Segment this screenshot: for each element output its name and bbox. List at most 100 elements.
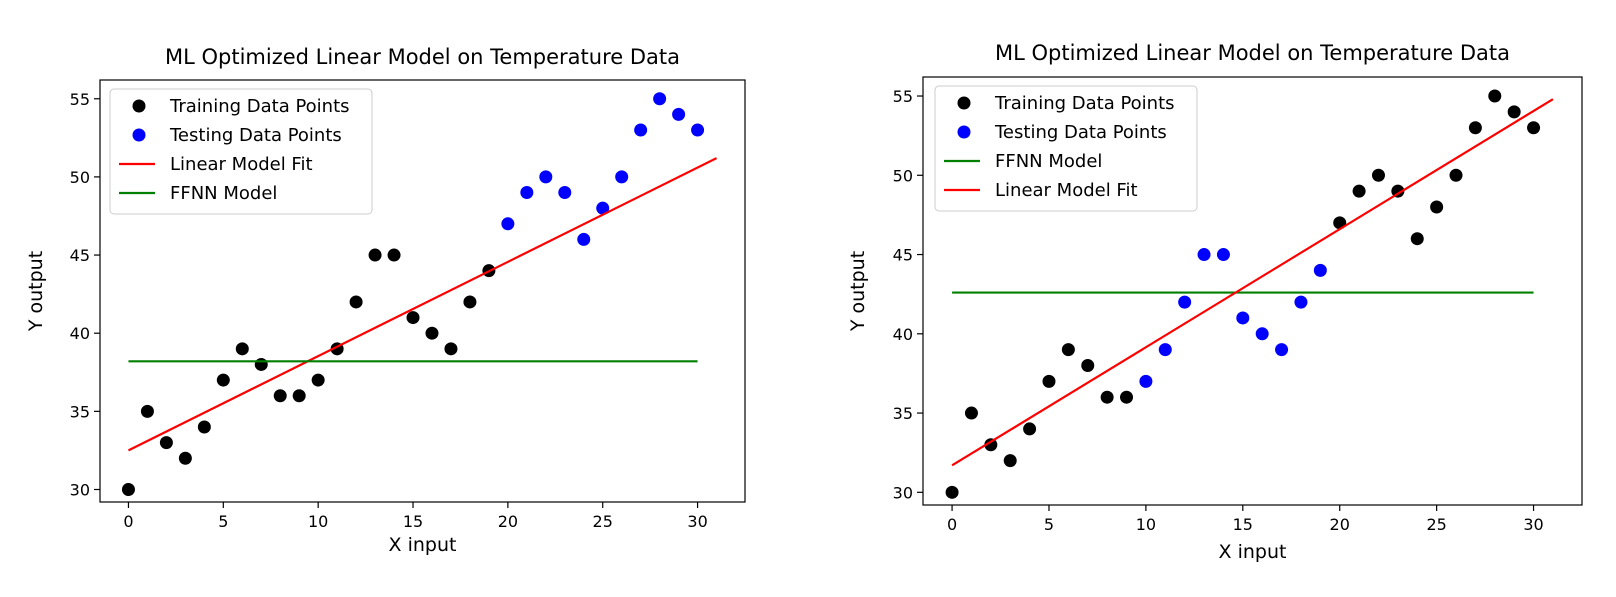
data-point-s0-15 (406, 311, 420, 325)
legend-label: FFNN Model (995, 151, 1102, 172)
data-point-s1-1 (1158, 343, 1172, 357)
data-point-s0-1 (140, 404, 154, 418)
y-tick-label: 40 (893, 325, 913, 344)
y-tick-label: 45 (893, 246, 913, 265)
data-point-s1-7 (1275, 343, 1289, 357)
data-point-s0-17 (444, 342, 458, 356)
legend-marker (132, 99, 146, 113)
legend-box (109, 88, 373, 215)
data-point-s0-12 (1371, 168, 1385, 182)
chart-title: ML Optimized Linear Model on Temperature… (995, 41, 1510, 65)
data-point-s0-8 (1100, 390, 1114, 404)
series-line-2 (127, 157, 718, 452)
x-tick-label: 10 (1136, 515, 1156, 534)
y-axis-label: Y output (847, 251, 869, 332)
data-point-s0-7 (254, 357, 268, 371)
data-point-s0-13 (368, 248, 382, 262)
legend-label: Testing Data Points (994, 122, 1167, 143)
y-tick-label: 45 (70, 246, 90, 265)
data-point-s0-18 (1488, 89, 1502, 103)
x-tick-label: 15 (403, 512, 423, 531)
y-axis-label: Y output (25, 251, 47, 332)
chart-right: 0 5 10 15 20 25 30 30 35 40 45 50 55 ML Optimized Lin… (847, 41, 1583, 563)
data-point-s0-4 (1023, 422, 1037, 436)
data-point-s1-6 (1255, 327, 1269, 341)
data-point-s0-14 (387, 248, 401, 262)
data-point-s0-14 (1410, 232, 1424, 246)
y-tick-label: 40 (70, 324, 90, 343)
data-point-s1-3 (558, 186, 572, 200)
data-point-s0-16 (1449, 168, 1463, 182)
data-point-s0-19 (1507, 105, 1521, 119)
data-point-s1-2 (1178, 295, 1192, 309)
legend-marker (957, 125, 971, 139)
x-tick-label: 30 (1523, 515, 1543, 534)
y-tick-label: 55 (70, 90, 90, 109)
data-point-s0-7 (1081, 359, 1095, 373)
data-point-s0-9 (1120, 390, 1134, 404)
data-point-s0-4 (197, 420, 211, 434)
legend-label: Testing Data Points (169, 125, 342, 146)
legend-label: Linear Model Fit (995, 180, 1138, 201)
y-tick-label: 30 (893, 483, 913, 502)
legend-label: Training Data Points (169, 96, 350, 117)
data-point-s1-8 (653, 92, 667, 106)
data-point-s1-5 (596, 201, 610, 215)
data-point-s0-12 (349, 295, 363, 309)
data-point-s1-7 (634, 123, 648, 137)
x-tick-label: 30 (687, 512, 707, 531)
legend: Training Data Points Testing Data Points L… (109, 88, 373, 215)
x-tick-label: 0 (947, 515, 957, 534)
data-point-s1-3 (1197, 248, 1211, 262)
data-point-s0-5 (1042, 374, 1056, 388)
chart-title: ML Optimized Linear Model on Temperature… (165, 45, 680, 69)
data-point-s0-8 (273, 389, 287, 403)
data-point-s0-6 (235, 342, 249, 356)
data-point-s0-2 (984, 438, 998, 452)
data-point-s0-1 (964, 406, 978, 420)
data-point-s0-3 (178, 451, 192, 465)
y-tick-label: 50 (70, 168, 90, 187)
data-point-s0-15 (1430, 200, 1444, 214)
data-point-s1-0 (1139, 374, 1153, 388)
y-tick-label: 55 (893, 87, 913, 106)
data-point-s0-0 (121, 482, 135, 496)
plot-frame (99, 79, 746, 503)
data-point-s1-9 (1313, 263, 1327, 277)
data-point-s0-9 (292, 389, 306, 403)
legend-label: Training Data Points (994, 93, 1175, 114)
legend-marker (957, 96, 971, 110)
y-tick-label: 30 (70, 480, 90, 499)
legend-label: FFNN Model (170, 183, 277, 204)
legend: Training Data Points Testing Data Points F… (934, 85, 1198, 212)
data-point-s0-2 (159, 436, 173, 450)
data-point-s0-5 (216, 373, 230, 387)
y-tick-label: 35 (70, 402, 90, 421)
x-tick-label: 10 (308, 512, 328, 531)
x-tick-label: 20 (498, 512, 518, 531)
data-point-s1-1 (520, 186, 534, 200)
legend-box (934, 85, 1198, 212)
chart-left: 0 5 10 15 20 25 30 30 35 40 45 50 55 ML Optimized Lin… (25, 45, 746, 556)
x-axis-label: X input (1219, 541, 1287, 563)
data-point-s1-4 (577, 232, 591, 246)
data-point-s0-17 (1468, 121, 1482, 135)
x-tick-label: 0 (123, 512, 133, 531)
y-tick-label: 35 (893, 404, 913, 423)
data-point-s0-18 (463, 295, 477, 309)
data-point-s0-6 (1061, 343, 1075, 357)
data-point-s1-8 (1294, 295, 1308, 309)
data-point-s0-0 (945, 485, 959, 499)
plot-frame (922, 76, 1583, 506)
data-point-s1-9 (672, 107, 686, 121)
data-point-s0-3 (1003, 454, 1017, 468)
x-axis-label: X input (389, 534, 457, 556)
data-point-s1-0 (501, 217, 515, 231)
data-point-s0-20 (1527, 121, 1541, 135)
x-tick-label: 15 (1233, 515, 1253, 534)
data-point-s1-10 (691, 123, 705, 137)
x-tick-label: 5 (1044, 515, 1054, 534)
x-tick-label: 5 (218, 512, 228, 531)
series-line-3 (951, 98, 1554, 467)
x-tick-label: 25 (1426, 515, 1446, 534)
